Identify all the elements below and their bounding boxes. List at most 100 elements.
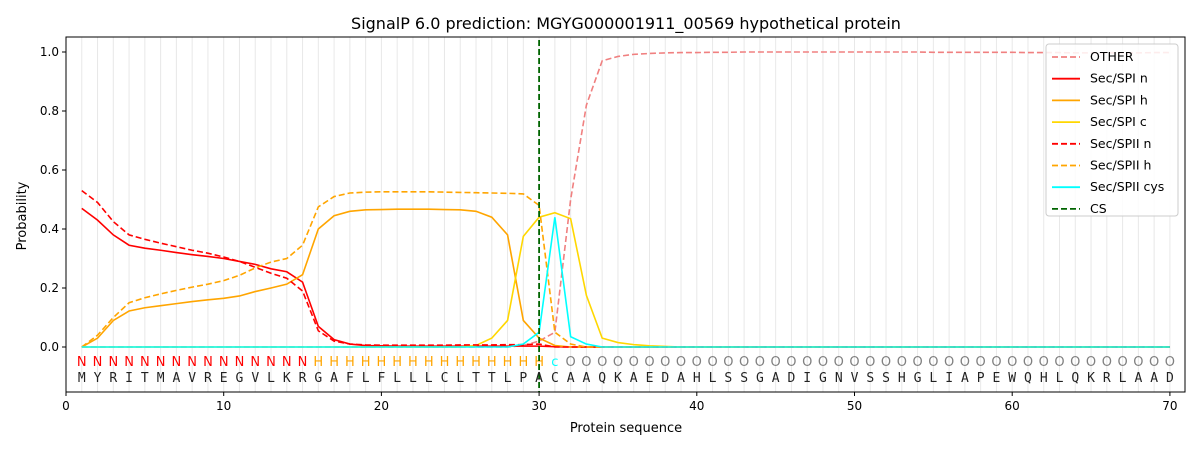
x-tick-label: 50 — [847, 399, 862, 413]
y-tick-label: 0.6 — [40, 163, 59, 177]
residue-label: N — [108, 355, 118, 370]
residue-label: H — [313, 355, 323, 370]
residue-label: c — [551, 355, 558, 370]
legend-box — [1045, 43, 1179, 217]
x-axis-label: Protein sequence — [570, 421, 682, 436]
x-tick-label: 60 — [1005, 399, 1020, 413]
residue-label: H — [518, 355, 528, 370]
series-line-sec-spi-n — [81, 207, 1170, 348]
residue-label: O — [739, 355, 749, 370]
residue-label: O — [944, 355, 954, 370]
residue-label: O — [676, 355, 686, 370]
y-tick-label: 0.0 — [40, 340, 59, 354]
x-tick-label: 30 — [531, 399, 546, 413]
residue-label: O — [1039, 355, 1049, 370]
residue-label: O — [991, 355, 1001, 370]
legend-label: Sec/SPII h — [1090, 158, 1151, 173]
residue-label: O — [881, 355, 891, 370]
residue-label: H — [455, 355, 465, 370]
residue-label: O — [834, 355, 844, 370]
residue-label: O — [1086, 355, 1096, 370]
y-tick-label: 0.8 — [40, 104, 59, 118]
residue-label: O — [1117, 355, 1127, 370]
residue-label: O — [818, 355, 828, 370]
x-tick-label: 0 — [62, 399, 70, 413]
legend-label: Sec/SPI c — [1090, 114, 1147, 129]
residue-label: N — [187, 355, 197, 370]
residue-label: N — [124, 355, 134, 370]
residue-label: N — [172, 355, 182, 370]
residue-label: O — [1023, 355, 1033, 370]
residue-label: N — [140, 355, 150, 370]
x-tick-label: 40 — [689, 399, 704, 413]
residue-label: O — [912, 355, 922, 370]
residue-label: O — [755, 355, 765, 370]
residue-label: N — [219, 355, 229, 370]
residue-label: H — [392, 355, 402, 370]
y-tick-label: 1.0 — [40, 45, 59, 59]
y-axis-label: Probability — [15, 181, 30, 250]
residue-label: O — [786, 355, 796, 370]
protein-sequence: MYRITMAVREGVLKRGAFLFLLLCLTTLPACAAQKAEDAH… — [78, 371, 1174, 386]
residue-label: O — [1007, 355, 1017, 370]
residue-label: H — [408, 355, 418, 370]
x-tick-label: 10 — [216, 399, 231, 413]
residue-label: O — [1165, 355, 1175, 370]
residue-label: O — [849, 355, 859, 370]
residue-label: O — [897, 355, 907, 370]
y-tick-label: 0.4 — [40, 222, 59, 236]
residue-label: O — [771, 355, 781, 370]
residue-label: H — [503, 355, 513, 370]
residue-label: H — [440, 355, 450, 370]
residue-label: N — [203, 355, 213, 370]
x-tick-label: 20 — [374, 399, 389, 413]
residue-label: N — [77, 355, 87, 370]
y-tick-label: 0.2 — [40, 281, 59, 295]
residue-label: O — [566, 355, 576, 370]
residue-label: O — [865, 355, 875, 370]
residue-label: O — [1133, 355, 1143, 370]
residue-label: N — [93, 355, 103, 370]
series-line-sec-spii-h — [81, 191, 1170, 348]
series-line-sec-spii-cys — [81, 217, 1170, 348]
legend-label: Sec/SPII n — [1090, 136, 1151, 151]
legend-label: Sec/SPI n — [1090, 71, 1148, 86]
residue-label: N — [298, 355, 308, 370]
residue-label: O — [928, 355, 938, 370]
series-line-sec-spi-h — [81, 208, 1170, 348]
residue-label: N — [235, 355, 245, 370]
residue-label: H — [345, 355, 355, 370]
residue-label: O — [802, 355, 812, 370]
series-line-other — [81, 51, 1170, 348]
residue-label: O — [1070, 355, 1080, 370]
residue-label: O — [692, 355, 702, 370]
residue-label: H — [361, 355, 371, 370]
residue-label: O — [1102, 355, 1112, 370]
residue-label: H — [534, 355, 544, 370]
residue-label: O — [629, 355, 639, 370]
series-line-sec-spi-c — [81, 211, 1170, 348]
residue-label: O — [723, 355, 733, 370]
series-line-sec-spii-n — [81, 190, 1170, 348]
residue-label: O — [960, 355, 970, 370]
residue-label: H — [471, 355, 481, 370]
residue-label: N — [282, 355, 292, 370]
residue-label: O — [976, 355, 986, 370]
legend-label: CS — [1090, 201, 1107, 216]
residue-label: H — [377, 355, 387, 370]
residue-label: O — [1149, 355, 1159, 370]
residue-label: N — [250, 355, 260, 370]
residue-label: H — [424, 355, 434, 370]
residue-label: N — [266, 355, 276, 370]
residue-label: O — [644, 355, 654, 370]
chart-title: SignalP 6.0 prediction: MGYG000001911_00… — [351, 14, 901, 34]
residue-label: O — [597, 355, 607, 370]
residue-label: O — [613, 355, 623, 370]
residue-label: H — [329, 355, 339, 370]
x-tick-label: 70 — [1162, 399, 1177, 413]
legend-label: Sec/SPI h — [1090, 92, 1148, 107]
residue-label: N — [156, 355, 166, 370]
plot-frame — [65, 36, 1186, 393]
legend-label: Sec/SPII cys — [1090, 179, 1164, 194]
